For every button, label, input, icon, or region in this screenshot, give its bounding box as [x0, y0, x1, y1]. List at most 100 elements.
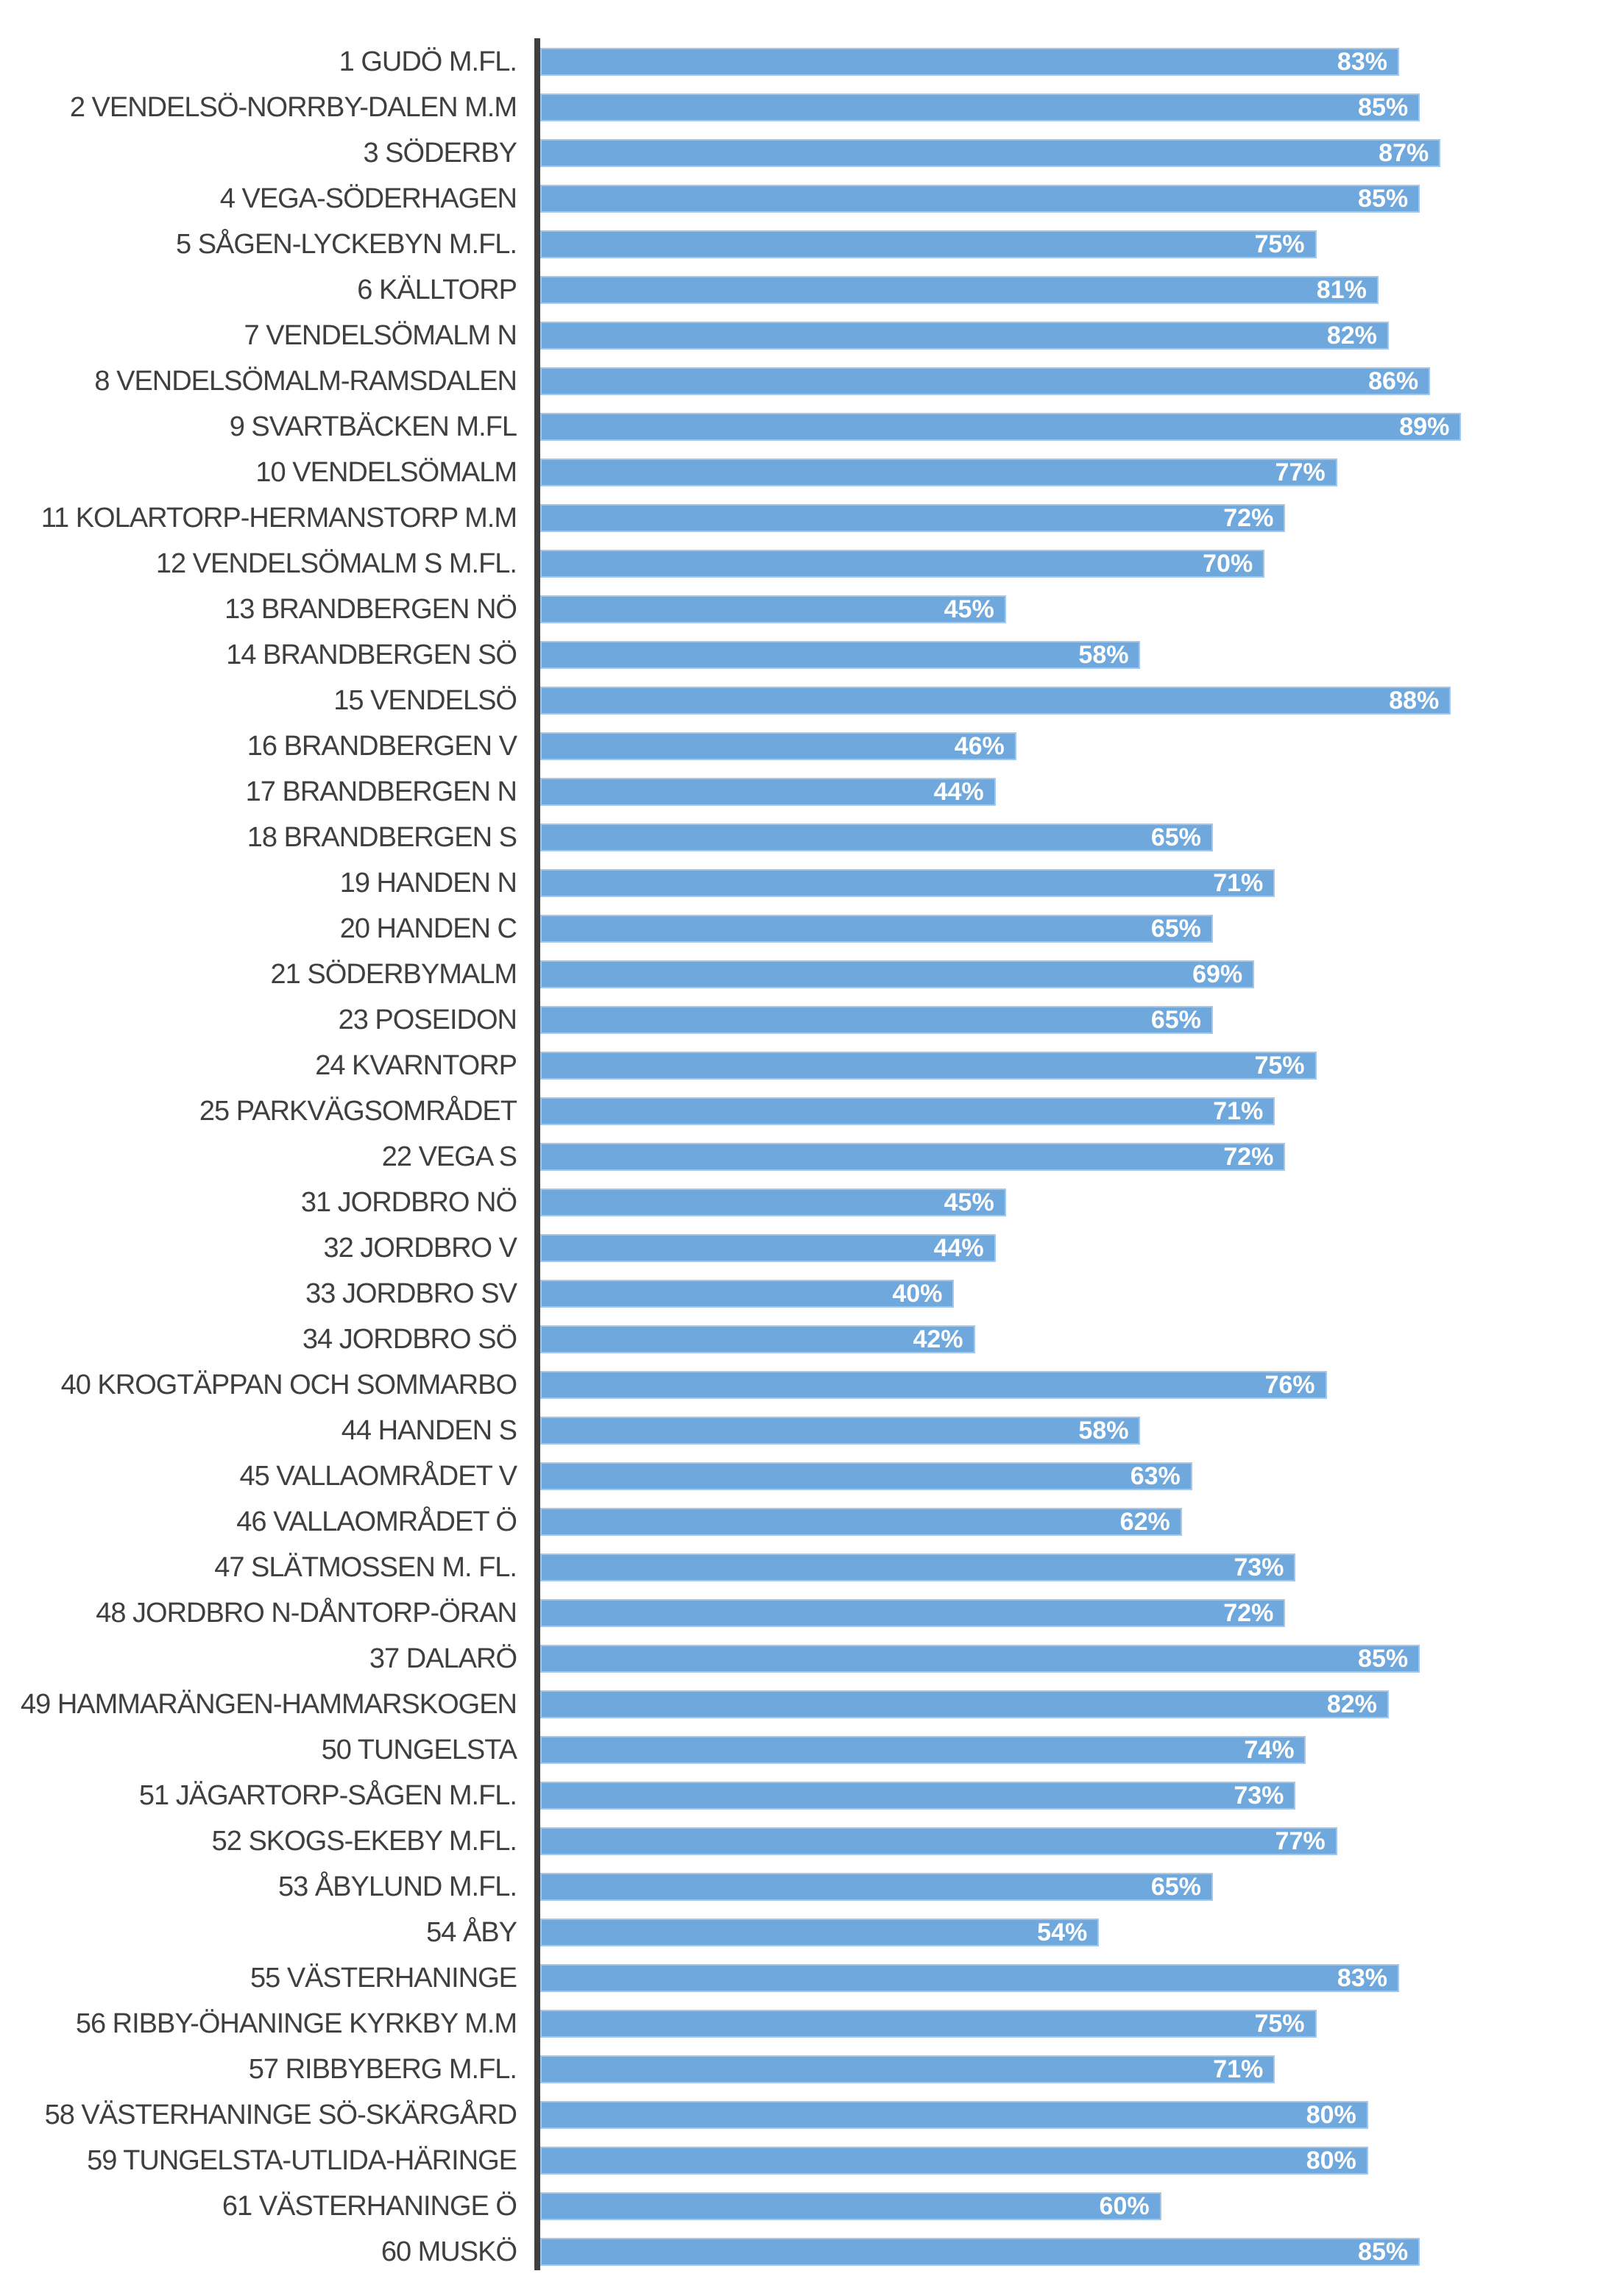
bar-area: 40% — [540, 1280, 1575, 1308]
bar-value-label: 88% — [1389, 687, 1440, 715]
bar-area: 77% — [540, 458, 1575, 486]
category-label: 20 HANDEN C — [339, 913, 517, 944]
chart-row: 51 JÄGARTORP-SÅGEN M.FL. 73% — [0, 1773, 1617, 1818]
chart-row: 60 MUSKÖ 85% — [0, 2229, 1617, 2275]
chart-row: 50 TUNGELSTA 74% — [0, 1727, 1617, 1773]
bar-value-label: 45% — [944, 1188, 994, 1216]
category-label: 32 JORDBRO V — [323, 1232, 517, 1264]
category-label: 31 JORDBRO NÖ — [300, 1186, 517, 1218]
bar: 58% — [540, 641, 1141, 669]
bar-area: 85% — [540, 185, 1575, 213]
bar: 72% — [540, 504, 1286, 532]
category-label: 60 MUSKÖ — [381, 2236, 517, 2267]
bar: 44% — [540, 1234, 996, 1262]
chart-row: 21 SÖDERBYMALM 69% — [0, 952, 1617, 997]
bar-value-label: 71% — [1213, 2055, 1264, 2083]
bar-area: 72% — [540, 1599, 1575, 1627]
bar-area: 87% — [540, 139, 1575, 167]
bar-value-label: 72% — [1223, 1599, 1274, 1627]
category-label: 10 VENDELSÖMALM — [255, 456, 517, 488]
bar-value-label: 80% — [1306, 2101, 1356, 2129]
bar-value-label: 63% — [1130, 1462, 1181, 1490]
bar-area: 65% — [540, 915, 1575, 943]
bar-value-label: 77% — [1275, 458, 1326, 486]
bar-area: 63% — [540, 1462, 1575, 1490]
bar-value-label: 71% — [1213, 869, 1264, 897]
bar-area: 85% — [540, 1645, 1575, 1673]
bar-area: 70% — [540, 550, 1575, 578]
category-label: 14 BRANDBERGEN SÖ — [226, 639, 517, 670]
chart-row: 55 VÄSTERHANINGE 83% — [0, 1955, 1617, 2001]
bar-value-label: 46% — [954, 732, 1005, 760]
bar: 42% — [540, 1325, 975, 1353]
chart-row: 57 RIBBYBERG M.FL. 71% — [0, 2047, 1617, 2092]
bar: 72% — [540, 1599, 1286, 1627]
bar: 65% — [540, 823, 1213, 851]
chart-row: 34 JORDBRO SÖ 42% — [0, 1317, 1617, 1362]
chart-row: 59 TUNGELSTA-UTLIDA-HÄRINGE 80% — [0, 2138, 1617, 2183]
bar-value-label: 60% — [1099, 2192, 1150, 2220]
bar-area: 86% — [540, 367, 1575, 395]
bar: 85% — [540, 185, 1420, 213]
bar-value-label: 65% — [1150, 1873, 1201, 1901]
bar: 45% — [540, 1188, 1006, 1216]
bar-value-label: 69% — [1192, 960, 1243, 988]
bar: 70% — [540, 550, 1265, 578]
bar-value-label: 80% — [1306, 2147, 1356, 2175]
bar: 63% — [540, 1462, 1192, 1490]
chart-row: 52 SKOGS-EKEBY M.FL. 77% — [0, 1818, 1617, 1864]
chart-row: 44 HANDEN S 58% — [0, 1408, 1617, 1453]
bar-value-label: 44% — [933, 778, 984, 806]
category-label: 25 PARKVÄGSOMRÅDET — [199, 1095, 517, 1127]
bar-area: 54% — [540, 1918, 1575, 1946]
bar: 60% — [540, 2192, 1161, 2220]
bar-value-label: 62% — [1119, 1508, 1170, 1536]
bar-value-label: 77% — [1275, 1827, 1326, 1855]
bar-area: 62% — [540, 1508, 1575, 1536]
bar-value-label: 65% — [1150, 915, 1201, 943]
chart-row: 40 KROGTÄPPAN OCH SOMMARBO 76% — [0, 1362, 1617, 1408]
bar-area: 80% — [540, 2101, 1575, 2129]
chart-row: 53 ÅBYLUND M.FL. 65% — [0, 1864, 1617, 1910]
bar-value-label: 75% — [1254, 1052, 1305, 1080]
category-label: 51 JÄGARTORP-SÅGEN M.FL. — [138, 1779, 517, 1811]
bar-area: 83% — [540, 1964, 1575, 1992]
bar: 88% — [540, 687, 1451, 715]
chart-row: 16 BRANDBERGEN V 46% — [0, 723, 1617, 769]
category-label: 49 HAMMARÄNGEN-HAMMARSKOGEN — [21, 1688, 517, 1720]
category-label: 61 VÄSTERHANINGE Ö — [222, 2190, 517, 2222]
bar: 71% — [540, 1097, 1275, 1125]
bar-area: 82% — [540, 322, 1575, 350]
bar: 65% — [540, 1873, 1213, 1901]
chart-row: 15 VENDELSÖ 88% — [0, 678, 1617, 723]
bar-value-label: 70% — [1203, 550, 1253, 578]
bar: 44% — [540, 778, 996, 806]
bar-value-label: 89% — [1399, 413, 1450, 441]
category-label: 8 VENDELSÖMALM-RAMSDALEN — [94, 365, 517, 397]
y-axis-line — [534, 38, 540, 2270]
bar-area: 71% — [540, 2055, 1575, 2083]
bar: 54% — [540, 1918, 1100, 1946]
bar: 89% — [540, 413, 1462, 441]
bar-area: 80% — [540, 2147, 1575, 2175]
bar: 58% — [540, 1417, 1141, 1445]
bar-area: 69% — [540, 960, 1575, 988]
category-label: 19 HANDEN N — [339, 867, 517, 899]
category-label: 33 JORDBRO SV — [305, 1278, 517, 1309]
category-label: 6 KÄLLTORP — [357, 274, 517, 305]
bar-value-label: 42% — [913, 1325, 963, 1353]
chart-row: 25 PARKVÄGSOMRÅDET 71% — [0, 1088, 1617, 1134]
bar: 71% — [540, 2055, 1275, 2083]
chart-row: 58 VÄSTERHANINGE SÖ-SKÄRGÅRD 80% — [0, 2092, 1617, 2138]
bar-value-label: 75% — [1254, 230, 1305, 258]
chart-row: 33 JORDBRO SV 40% — [0, 1271, 1617, 1317]
bar-area: 77% — [540, 1827, 1575, 1855]
bar-value-label: 86% — [1368, 367, 1419, 395]
category-label: 24 KVARNTORP — [315, 1049, 517, 1081]
category-label: 50 TUNGELSTA — [321, 1734, 517, 1765]
category-label: 57 RIBBYBERG M.FL. — [248, 2053, 517, 2085]
category-label: 37 DALARÖ — [369, 1643, 517, 1674]
bar-area: 75% — [540, 1052, 1575, 1080]
category-label: 55 VÄSTERHANINGE — [250, 1962, 517, 1994]
